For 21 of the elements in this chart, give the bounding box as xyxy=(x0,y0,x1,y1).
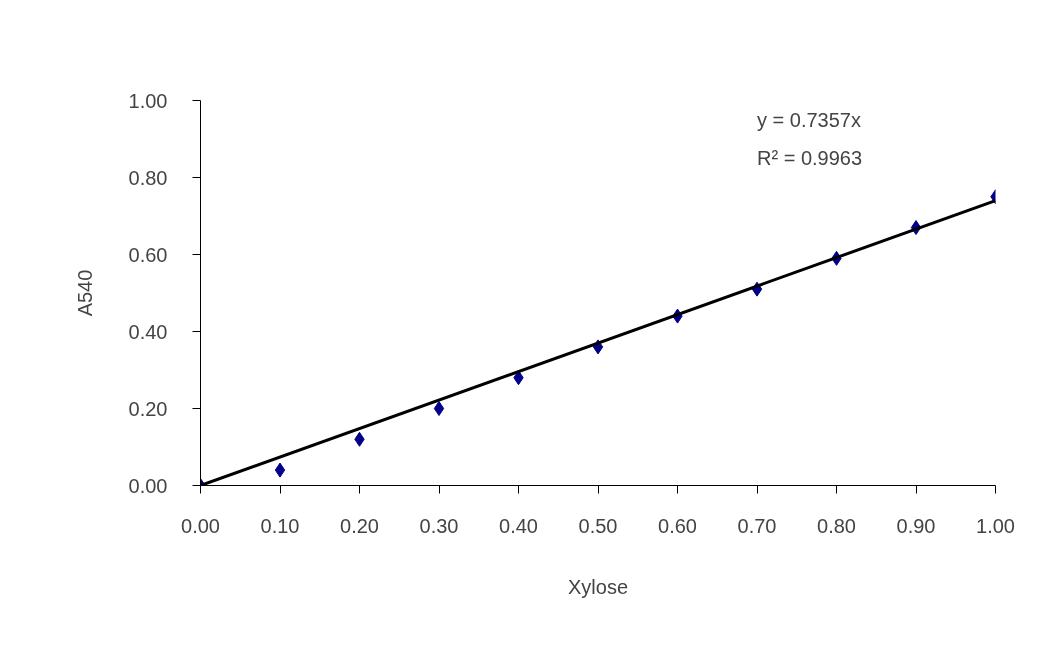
y-tick-label: 0.80 xyxy=(128,166,168,189)
y-axis-title: A540 xyxy=(73,269,96,317)
annotation: y = 0.7357x xyxy=(757,108,861,131)
x-tick-label: 0.50 xyxy=(578,514,618,537)
x-tick-label: 0.90 xyxy=(896,514,936,537)
x-tick-label: 0.00 xyxy=(181,514,220,537)
x-tick-label: 0.80 xyxy=(817,514,856,537)
x-tick-label: 0.40 xyxy=(499,514,538,537)
x-tick-label: 0.30 xyxy=(419,514,459,537)
y-tick-label: 0.00 xyxy=(128,474,168,497)
x-tick-label: 0.10 xyxy=(260,514,300,537)
y-tick-label: 1.00 xyxy=(128,89,168,112)
x-tick-label: 0.60 xyxy=(658,514,697,537)
x-axis-title: Xylose xyxy=(567,575,629,598)
x-tick-label: 0.70 xyxy=(737,514,777,537)
y-tick-label: 0.20 xyxy=(128,397,168,420)
annotation: R² = 0.9963 xyxy=(757,147,863,170)
y-tick-label: 0.60 xyxy=(128,243,168,266)
y-tick-label: 0.40 xyxy=(128,320,168,343)
x-tick-label: 0.20 xyxy=(340,514,379,537)
x-tick-label: 1.00 xyxy=(976,514,1015,537)
